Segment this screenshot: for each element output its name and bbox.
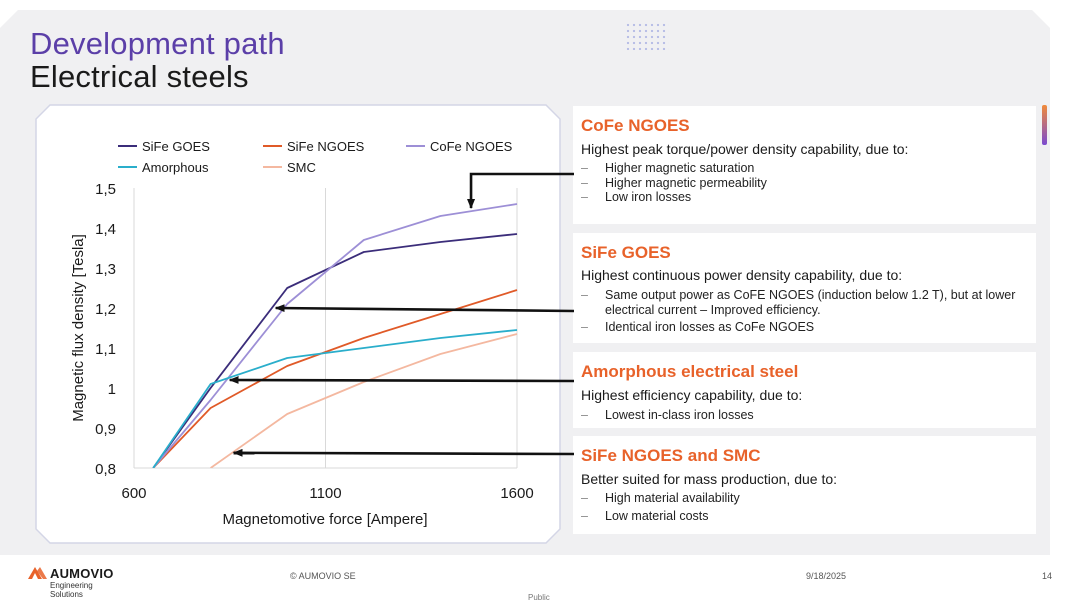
logo-subtitle: Engineering: [50, 581, 93, 590]
chart-frame-svg: [35, 104, 561, 544]
x-axis-label: Magnetomotive force [Ampere]: [222, 511, 427, 528]
card-title: Amorphous electrical steel: [581, 362, 799, 381]
accent-bar: [1042, 105, 1047, 145]
aumovio-logo-icon: [28, 567, 47, 579]
logo-text: AUMOVIO: [50, 566, 114, 581]
y-tick-label: 1,2: [95, 301, 116, 318]
decorative-dot-grid-icon: [625, 22, 669, 50]
card-cofe-ngoes: CoFe NGOES Highest peak torque/power den…: [573, 106, 1036, 224]
card-title: SiFe NGOES and SMC: [581, 446, 761, 465]
series-line-cofe-ngoes: [152, 203, 518, 468]
y-axis-label: Magnetic flux density [Tesla]: [70, 234, 87, 422]
footer-page-number: 14: [1042, 571, 1053, 581]
series-line-amorphous: [152, 329, 518, 468]
y-tick-label: 0,9: [95, 421, 116, 438]
legend-label: CoFe NGOES: [430, 139, 513, 154]
card-description: Highest continuous power density capabil…: [581, 267, 903, 283]
y-tick-label: 1: [108, 381, 116, 398]
footer-classification: Public: [528, 593, 550, 602]
legend-label: Amorphous: [142, 160, 209, 175]
x-tick-label: 600: [121, 485, 146, 502]
y-tick-label: 1,1: [95, 341, 116, 358]
footer-copyright: © AUMOVIO SE: [290, 571, 356, 581]
x-tick-label: 1100: [309, 485, 341, 502]
series-line-sife-ngoes: [152, 289, 518, 468]
page-subtitle: Electrical steels: [30, 59, 249, 94]
y-tick-label: 1,4: [95, 221, 116, 238]
card-sife-goes: SiFe GOES Highest continuous power densi…: [573, 233, 1036, 343]
card-title: CoFe NGOES: [581, 116, 690, 135]
legend-label: SMC: [287, 160, 316, 175]
y-tick-label: 1,3: [95, 261, 116, 278]
legend-label: SiFe NGOES: [287, 139, 365, 154]
x-tick-label: 1600: [500, 485, 533, 502]
series-line-sife-goes: [152, 233, 518, 468]
legend-label: SiFe GOES: [142, 139, 210, 154]
y-tick-label: 1,5: [95, 181, 116, 198]
card-description: Highest efficiency capability, due to:: [581, 387, 803, 403]
card-amorphous: Amorphous electrical steel Highest effic…: [573, 352, 1036, 428]
series-line-smc: [210, 333, 518, 468]
y-tick-label: 0,8: [95, 461, 116, 478]
card-title: SiFe GOES: [581, 243, 671, 262]
card-sife-ngoes-smc: SiFe NGOES and SMC Better suited for mas…: [573, 436, 1036, 534]
card-description: Better suited for mass production, due t…: [581, 471, 838, 487]
logo-subtitle: Solutions: [50, 590, 83, 599]
footer-date: 9/18/2025: [806, 571, 847, 581]
card-description: Highest peak torque/power density capabi…: [581, 141, 909, 157]
chart-panel: [35, 104, 561, 544]
page-title: Development path: [30, 26, 285, 61]
